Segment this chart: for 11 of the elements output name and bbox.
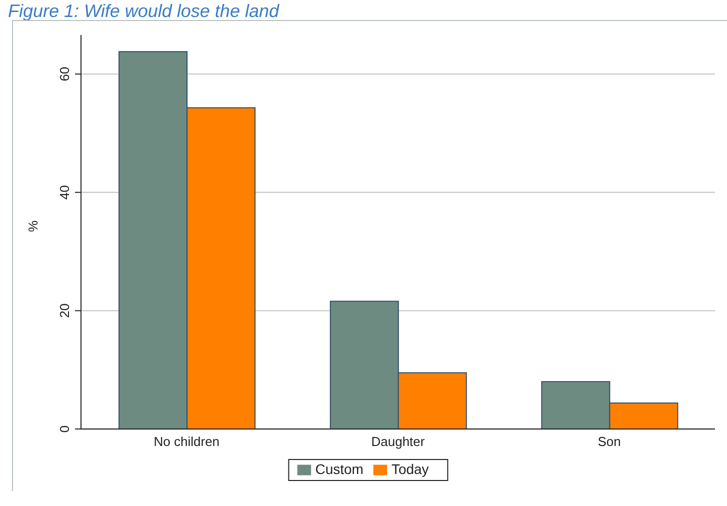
y-tick-label: 40: [57, 185, 72, 200]
x-tick-label: Son: [598, 434, 621, 450]
y-axis-title: %: [26, 220, 41, 232]
y-tick-label: 20: [57, 303, 72, 318]
y-tick-label: 60: [57, 66, 72, 82]
x-tick-label: Daughter: [371, 434, 426, 450]
chart-title: Figure 1: Wife would lose the land: [8, 1, 280, 21]
y-tick-label: 0: [57, 425, 72, 433]
x-tick-label: No children: [154, 434, 220, 450]
legend-label: Today: [391, 461, 429, 477]
legend-label: Custom: [315, 461, 364, 477]
